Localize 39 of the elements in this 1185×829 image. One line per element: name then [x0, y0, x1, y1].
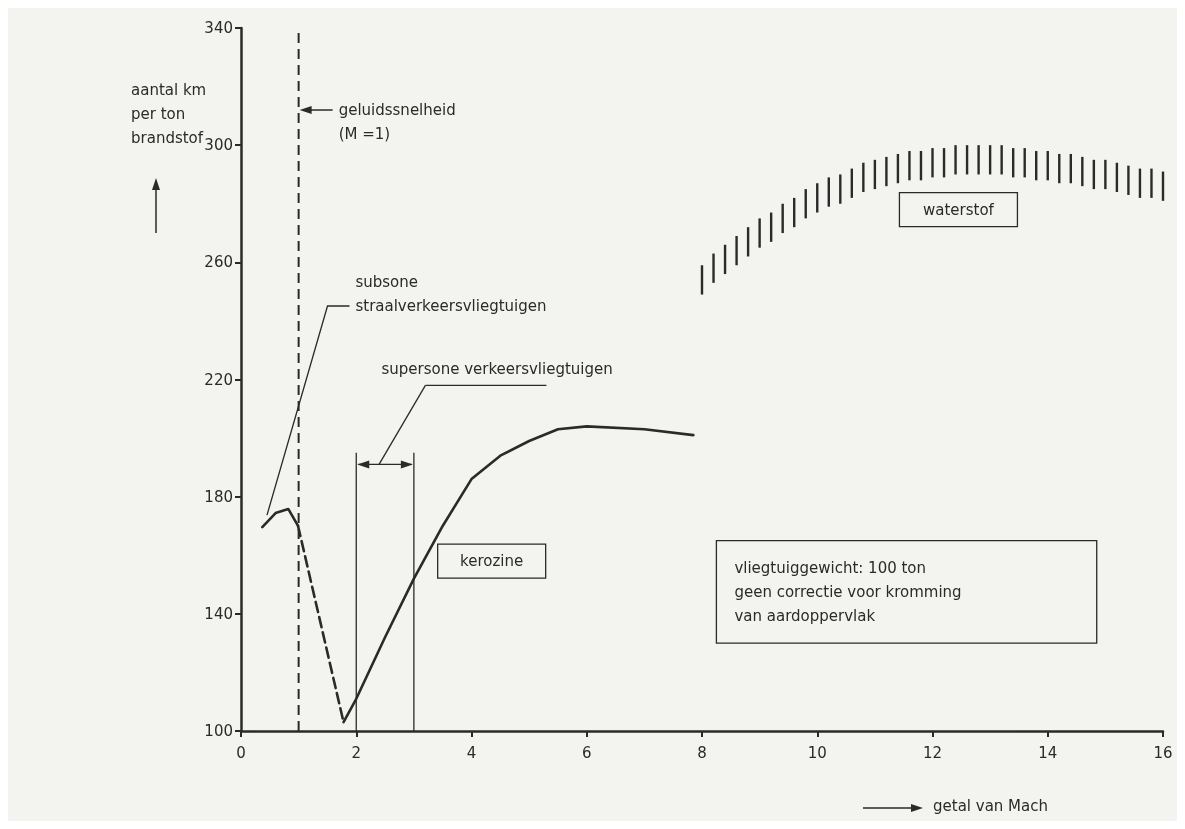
- ref-line-label: geluidssnelheid (M =1): [338, 101, 456, 144]
- y-tick-label: 300: [204, 136, 233, 155]
- bar: [758, 218, 761, 248]
- bar: [1150, 168, 1153, 198]
- x-tick-label: 0: [236, 743, 246, 762]
- bar: [931, 148, 934, 178]
- y-tick-label: 140: [204, 604, 233, 623]
- x-tick-label: 16: [1153, 743, 1173, 762]
- x-tick-label: 6: [581, 743, 592, 762]
- bar: [977, 145, 980, 175]
- bar: [735, 235, 738, 266]
- x-tick-label: 8: [697, 743, 707, 762]
- series-label: waterstof: [922, 200, 995, 219]
- bar: [1000, 145, 1003, 175]
- bar: [885, 156, 888, 187]
- x-tick-label: 4: [466, 743, 477, 762]
- bar: [908, 151, 911, 181]
- x-tick-label: 12: [922, 743, 943, 762]
- bar: [712, 253, 715, 283]
- y-tick-label: 180: [204, 487, 233, 506]
- y-tick-label: 260: [204, 253, 233, 272]
- x-tick-label: 10: [807, 743, 827, 762]
- y-tick-label: 340: [204, 19, 233, 37]
- bar: [1104, 159, 1107, 190]
- annotation: vliegtuiggewicht: 100 ton geen correctie voor kromming van aardoppervlak: [734, 558, 962, 625]
- y-tick-label: 220: [204, 370, 233, 389]
- bar: [1081, 156, 1084, 187]
- x-tick-label: 2: [351, 743, 362, 762]
- bar: [1127, 165, 1130, 195]
- x-axis-title: getal van Mach: [933, 797, 1048, 815]
- bar: [781, 203, 784, 234]
- annotation: supersone verkeersvliegtuigen: [381, 360, 613, 379]
- annotation: subsone straalverkeersvliegtuigen: [355, 273, 547, 316]
- bar: [954, 145, 957, 175]
- y-tick-label: 100: [204, 722, 233, 740]
- x-tick-label: 14: [1038, 743, 1058, 762]
- bar: [862, 162, 865, 193]
- series-label: kerozine: [460, 552, 524, 571]
- bar: [839, 174, 842, 204]
